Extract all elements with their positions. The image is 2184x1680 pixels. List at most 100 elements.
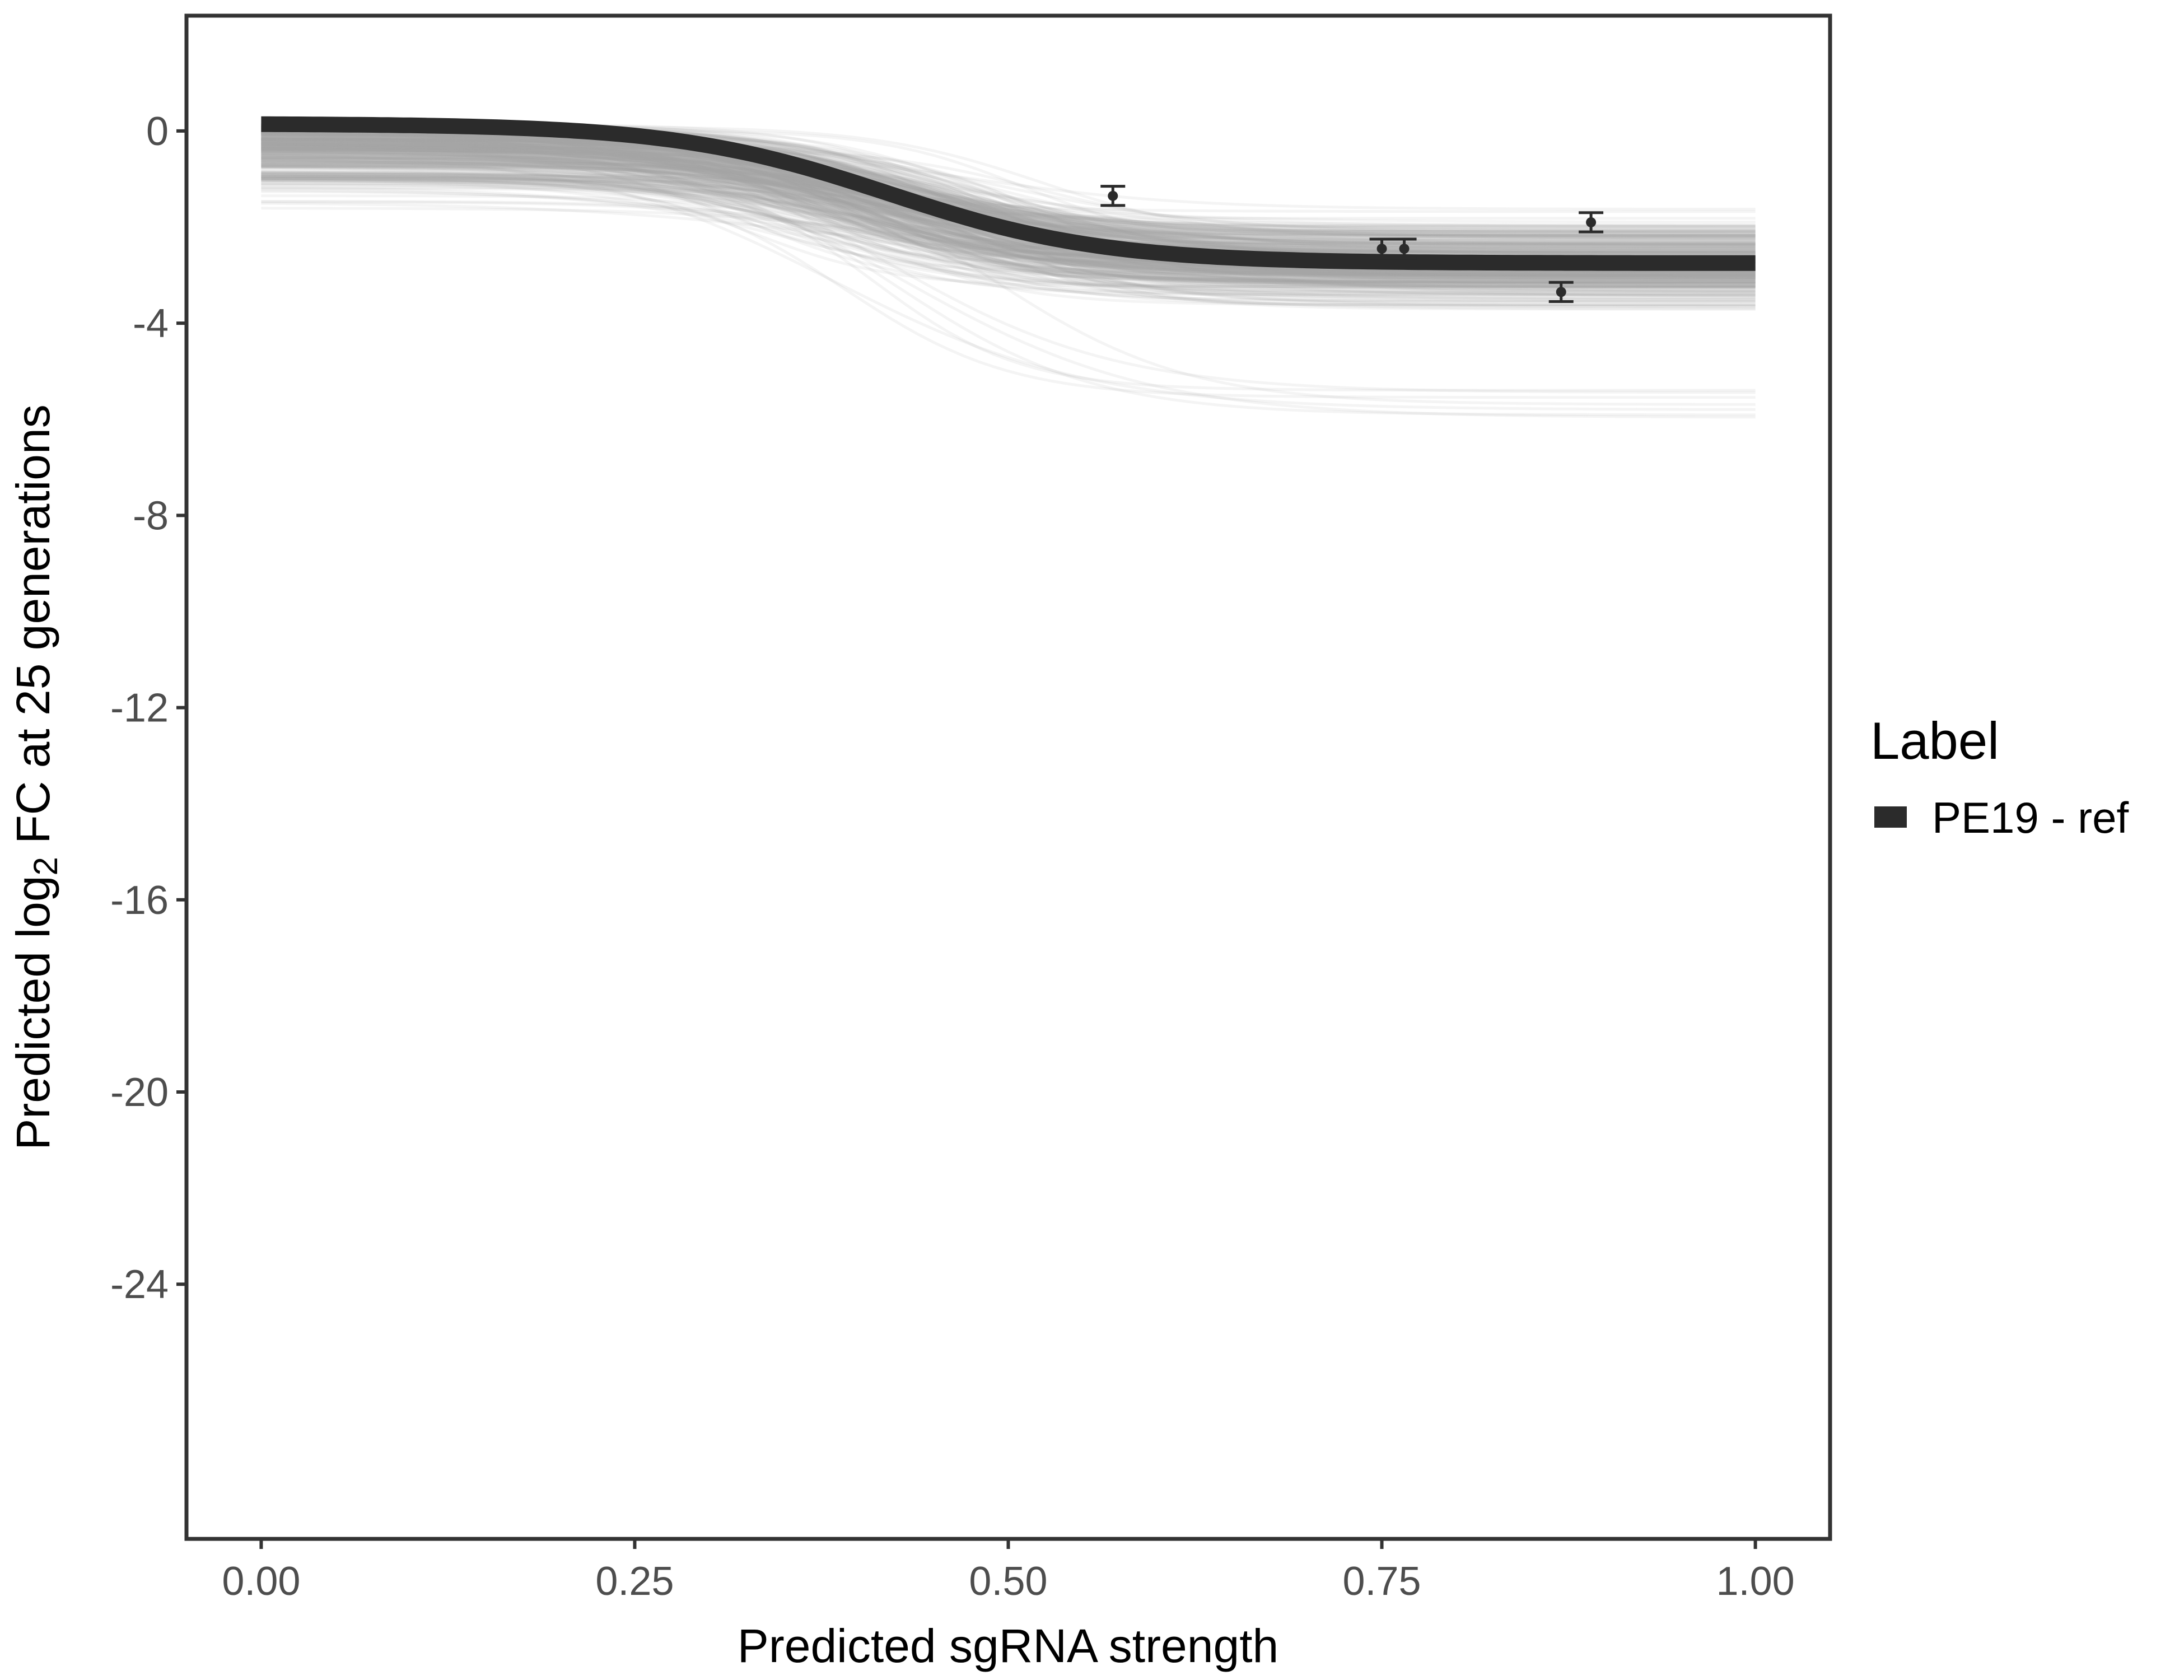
posterior-draw-line (261, 150, 1756, 273)
posterior-draw-line (261, 139, 1756, 232)
series-line-pe19-ref (261, 116, 1756, 271)
posterior-draw-line (261, 177, 1756, 227)
posterior-draw-line (261, 162, 1756, 237)
posterior-draw-line (261, 143, 1756, 281)
posterior-draw-line (261, 143, 1756, 258)
posterior-draw-line (261, 150, 1756, 258)
posterior-draw-line (261, 137, 1756, 256)
posterior-draw-line (261, 134, 1756, 284)
posterior-draw-line (261, 162, 1756, 238)
posterior-draw-line (261, 142, 1756, 245)
posterior-draw-line (261, 130, 1756, 284)
posterior-draw-line (261, 151, 1756, 417)
posterior-draw-line (261, 132, 1756, 278)
posterior-draw-line (261, 144, 1756, 211)
y-tick-label: -24 (110, 1262, 169, 1307)
posterior-draw-line (261, 134, 1756, 242)
posterior-draw-line (261, 153, 1756, 290)
posterior-draw-line (261, 161, 1756, 277)
posterior-draw-line (261, 143, 1756, 254)
posterior-draw-line (261, 146, 1756, 291)
posterior-draw-line (261, 152, 1756, 255)
posterior-draw-line (261, 175, 1756, 281)
posterior-draw-line (261, 173, 1756, 273)
posterior-draw-line (261, 128, 1756, 394)
posterior-draw-line (261, 148, 1756, 273)
posterior-draw-line (261, 177, 1756, 288)
point-marker (1586, 217, 1597, 227)
posterior-draw-line (261, 176, 1756, 289)
posterior-draw-line (261, 157, 1756, 232)
posterior-draw-line (261, 142, 1756, 240)
posterior-draw-line (261, 148, 1756, 296)
posterior-draw-line (261, 133, 1756, 252)
posterior-draw-line (261, 175, 1756, 237)
posterior-draw-line (261, 136, 1756, 234)
y-tick-label: -16 (110, 878, 169, 923)
y-tick-label: -4 (133, 301, 169, 346)
data-point (1392, 237, 1417, 260)
series-layer (261, 116, 1756, 271)
y-tick-label: -12 (110, 686, 169, 731)
legend-label-pe19-ref: PE19 - ref (1932, 793, 2129, 842)
posterior-draw-line (261, 147, 1756, 231)
posterior-draw-line (261, 165, 1756, 284)
posterior-draw-line (261, 174, 1756, 284)
point-marker (1108, 190, 1118, 201)
posterior-draw-line (261, 138, 1756, 282)
posterior-draw-line (261, 171, 1756, 301)
posterior-draw-line (261, 165, 1756, 230)
posterior-draw-line (261, 153, 1756, 411)
posterior-draw-line (261, 147, 1756, 276)
posterior-draw-line (261, 153, 1756, 288)
posterior-draw-line (261, 177, 1756, 277)
posterior-draw-line (261, 137, 1756, 249)
posterior-draw-line (261, 143, 1756, 239)
data-point (1579, 211, 1604, 234)
x-tick-label: 0.25 (595, 1559, 674, 1604)
posterior-draw-line (261, 150, 1756, 247)
posterior-draw-line (261, 138, 1756, 254)
posterior-draw-line (261, 143, 1756, 240)
data-point (1369, 237, 1394, 260)
posterior-draw-line (261, 150, 1756, 287)
posterior-draw-line (261, 139, 1756, 273)
y-axis-title: Predicted log2 FC at 25 generations (7, 404, 64, 1150)
posterior-draw-line (261, 156, 1756, 243)
y-tick-label: 0 (146, 109, 169, 154)
posterior-draw-line (261, 139, 1756, 277)
posterior-draw-line (261, 142, 1756, 255)
posterior-draw-line (261, 172, 1756, 289)
y-tick-label: -20 (110, 1070, 169, 1115)
posterior-draw-line (261, 159, 1756, 277)
posterior-draw-line (261, 175, 1756, 240)
posterior-draw-line (261, 143, 1756, 276)
posterior-draw-line (261, 142, 1756, 234)
x-axis: 0.00 0.25 0.50 0.75 1.00 (222, 1539, 1795, 1604)
legend: Label PE19 - ref (1870, 711, 2129, 842)
posterior-draw-line (261, 144, 1756, 240)
posterior-draw-line (261, 183, 1756, 283)
posterior-draw-line (261, 143, 1756, 293)
posterior-draw-line (261, 134, 1756, 249)
posterior-draw-line (261, 145, 1756, 285)
posterior-draw-line (261, 157, 1756, 303)
posterior-draw-line (261, 171, 1756, 288)
posterior-draw-line (261, 144, 1756, 288)
posterior-draw-line (261, 179, 1756, 274)
posterior-draw-line (261, 155, 1756, 237)
posterior-draw-line (261, 141, 1756, 246)
posterior-draw-line (261, 145, 1756, 306)
posterior-draw-line (261, 154, 1756, 276)
posterior-draw-line (261, 145, 1756, 288)
posterior-draw-line (261, 138, 1756, 248)
posterior-draw-line (261, 150, 1756, 406)
posterior-draw-line (261, 132, 1756, 247)
point-marker (1556, 287, 1566, 297)
posterior-draw-line (261, 146, 1756, 297)
posterior-draw-line (261, 129, 1756, 286)
posterior-draw-line (261, 149, 1756, 310)
posterior-draw-line (261, 162, 1756, 292)
